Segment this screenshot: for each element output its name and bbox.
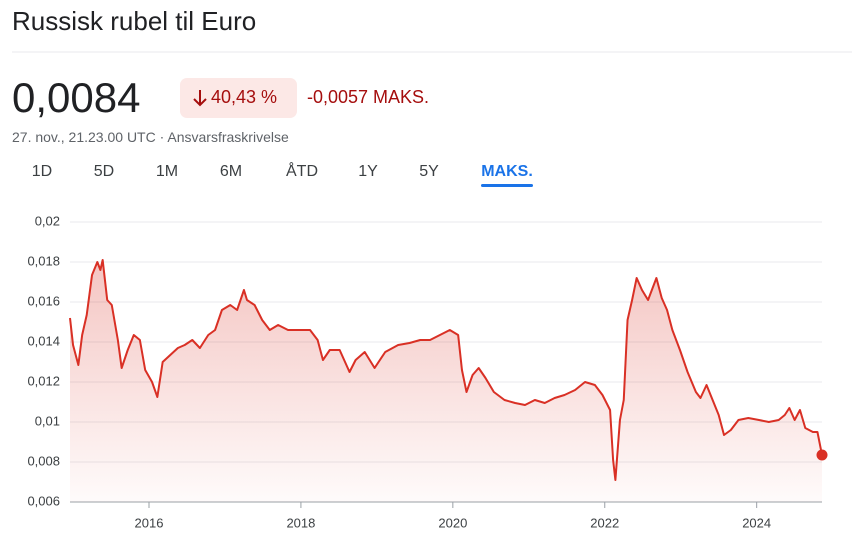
chart: 0,006 0,008 0,01 0,012 0,014 0,016 0,018 0,02 20… <box>27 213 828 530</box>
range-tab[interactable]: 5D <box>94 163 114 180</box>
range-tabs: 1D 5D 1M 6M ÅTD 1Y 5Y MAKS. <box>32 161 533 187</box>
range-tab[interactable]: 5Y <box>419 163 439 180</box>
change-badge <box>180 78 297 118</box>
x-tick-label: 2020 <box>438 515 467 530</box>
timestamp-text: 27. nov., 21.23.00 UTC <box>12 129 156 145</box>
active-tab-underline <box>481 184 533 187</box>
title: Russisk rubel til Euro <box>12 6 256 36</box>
x-tick-label: 2016 <box>135 515 164 530</box>
y-tick-label: 0,012 <box>27 373 60 388</box>
range-tab[interactable]: 1D <box>32 163 52 180</box>
change-percent: 40,43 % <box>211 87 277 107</box>
last-point <box>816 449 828 461</box>
price-line <box>69 259 823 481</box>
y-tick-label: 0,018 <box>27 253 60 268</box>
x-tick-label: 2018 <box>286 515 315 530</box>
y-tick-label: 0,014 <box>27 333 60 348</box>
area-fill <box>70 260 822 502</box>
y-tick-label: 0,016 <box>27 293 60 308</box>
y-tick-label: 0,02 <box>35 213 60 228</box>
range-tab[interactable]: 1M <box>156 163 178 180</box>
range-tab[interactable]: 1Y <box>358 163 378 180</box>
timestamp: 27. nov., 21.23.00 UTC · Ansvarsfraskriv… <box>12 129 289 145</box>
x-tick-label: 2022 <box>590 515 619 530</box>
x-tick-label: 2024 <box>742 515 771 530</box>
range-tab[interactable]: MAKS. <box>481 163 533 180</box>
disclaimer-link[interactable]: Ansvarsfraskrivelse <box>167 129 289 145</box>
y-tick-label: 0,006 <box>27 493 60 508</box>
y-tick-label: 0,01 <box>35 413 60 428</box>
range-tab[interactable]: ÅTD <box>286 161 318 180</box>
down-arrow <box>193 90 207 107</box>
change: -0,0057 MAKS. <box>307 87 429 107</box>
price: 0,0084 <box>12 74 140 121</box>
range-tab[interactable]: 6M <box>220 163 242 180</box>
y-tick-label: 0,008 <box>27 453 60 468</box>
